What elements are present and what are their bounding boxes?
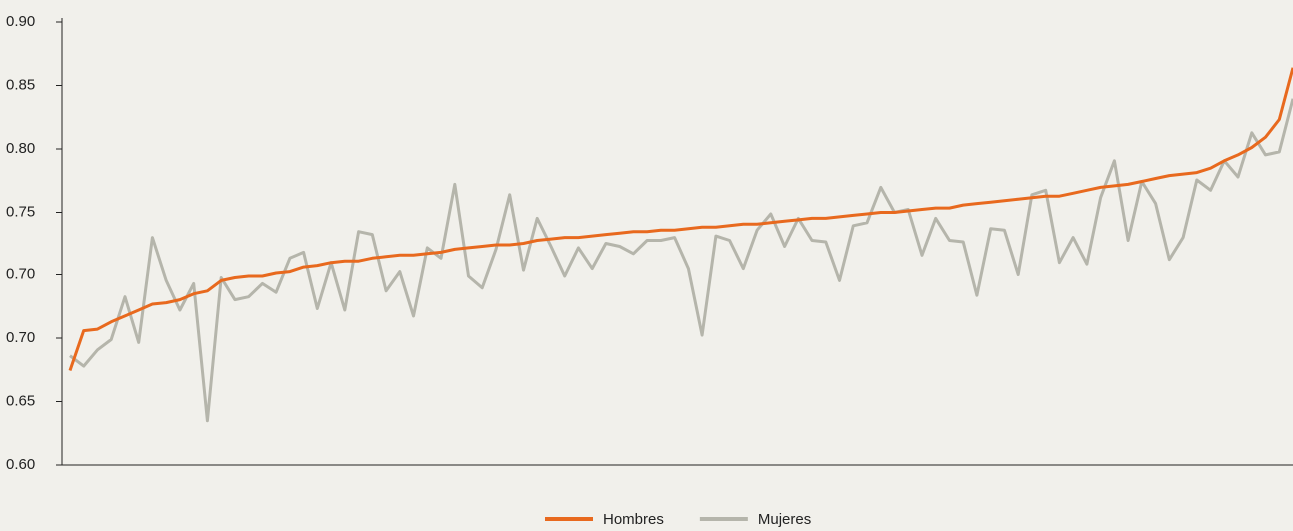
y-tick-label: 0.70 [6, 265, 35, 282]
legend-label: Mujeres [758, 511, 811, 528]
y-tick-label: 0.65 [6, 392, 35, 409]
y-tick-label: 0.60 [6, 456, 35, 473]
y-tick-label: 0.75 [6, 203, 35, 220]
y-tick-label: 0.70 [6, 329, 35, 346]
legend-label: Hombres [603, 511, 664, 528]
y-tick-label: 0.80 [6, 140, 35, 157]
y-tick-label: 0.90 [6, 13, 35, 30]
y-tick-label: 0.85 [6, 76, 35, 93]
series-line [68, 67, 1293, 371]
series-line [69, 98, 1293, 423]
